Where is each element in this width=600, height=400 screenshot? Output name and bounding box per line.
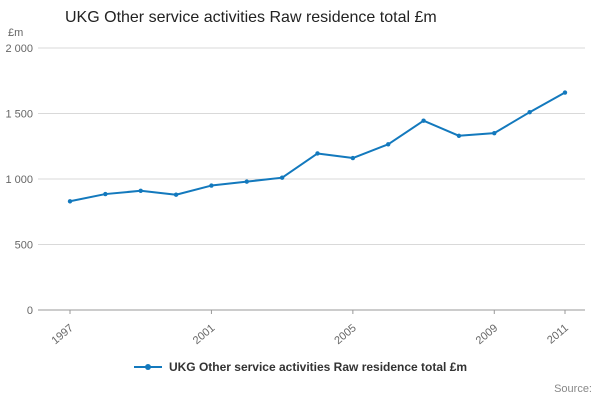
data-point bbox=[350, 155, 356, 161]
x-tick-label: 1997 bbox=[49, 322, 75, 347]
x-tick-label: 2005 bbox=[332, 322, 358, 347]
data-point bbox=[527, 109, 532, 115]
line-chart: 0 500 1 000 1 500 2 000 1997 2001 2005 2009 2011 bbox=[0, 40, 600, 352]
y-tick-label: 2 000 bbox=[5, 43, 33, 55]
y-tick-label: 0 bbox=[27, 305, 33, 317]
data-point bbox=[209, 183, 214, 188]
data-point bbox=[456, 133, 462, 138]
data-point bbox=[492, 130, 497, 136]
data-point bbox=[67, 199, 73, 204]
source-label: Source: bbox=[554, 383, 592, 395]
y-tick-label: 500 bbox=[15, 240, 33, 252]
chart-title: UKG Other service activities Raw residen… bbox=[65, 9, 437, 26]
legend-label: UKG Other service activities Raw residen… bbox=[168, 360, 468, 374]
y-axis-unit-label: £m bbox=[8, 27, 24, 39]
x-tick-label: 2011 bbox=[545, 322, 571, 346]
data-point bbox=[386, 142, 391, 147]
legend: UKG Other service activities Raw residen… bbox=[0, 360, 600, 374]
x-tick-label: 2009 bbox=[474, 322, 500, 347]
data-point bbox=[315, 151, 320, 156]
x-tick-label: 2001 bbox=[191, 322, 217, 347]
data-point bbox=[562, 90, 568, 95]
legend-line-marker-icon bbox=[133, 364, 162, 370]
data-point bbox=[138, 188, 143, 193]
data-point bbox=[173, 192, 179, 197]
chart-canvas: 0 500 1 000 1 500 2 000 1997 2001 2005 2009 2011 bbox=[5, 43, 585, 347]
y-tick-label: 1 000 bbox=[5, 174, 33, 186]
data-point bbox=[244, 179, 249, 184]
data-line bbox=[69, 91, 566, 203]
data-point bbox=[103, 191, 108, 197]
data-point bbox=[279, 175, 285, 180]
y-tick-label: 1 500 bbox=[5, 109, 33, 121]
data-point bbox=[421, 118, 426, 123]
